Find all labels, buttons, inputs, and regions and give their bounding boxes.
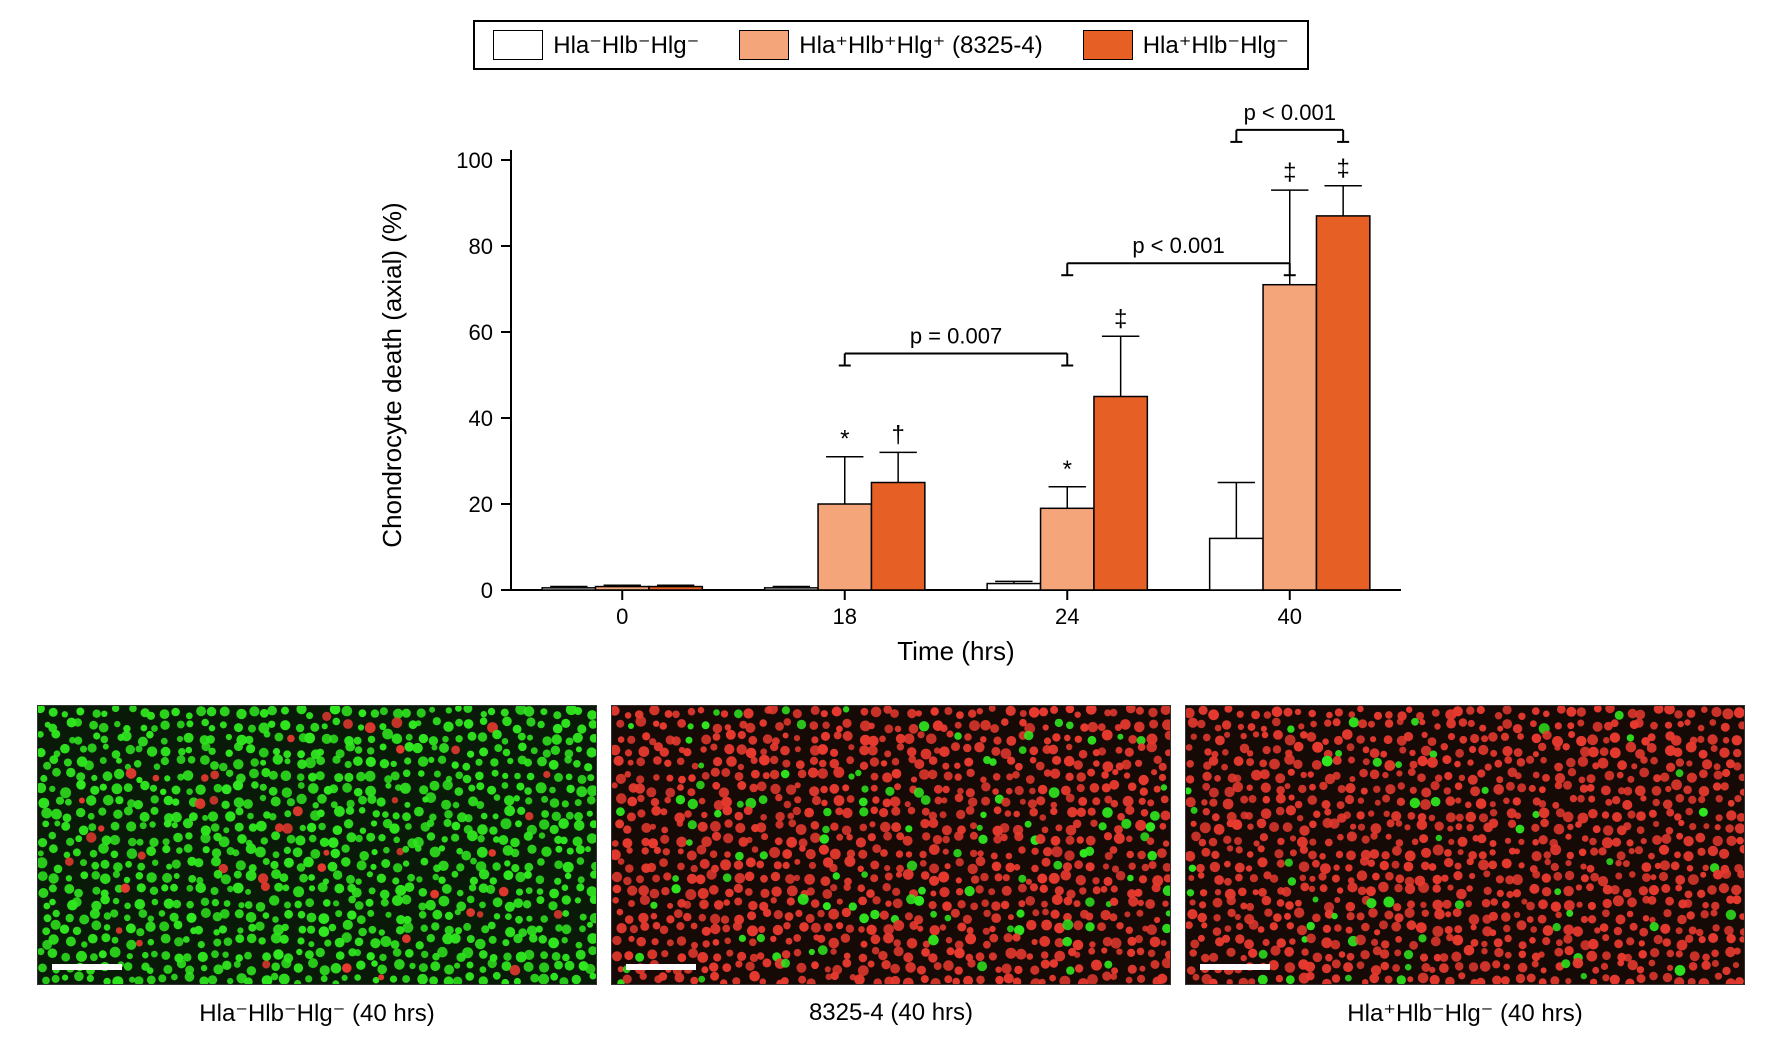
svg-text:18: 18	[833, 604, 857, 629]
svg-text:p < 0.001: p < 0.001	[1244, 100, 1336, 125]
legend-label-2: Hla⁺Hlb⁻Hlg⁻	[1143, 31, 1289, 60]
chart-area: 0 20 40 60 80 100 Chondrocyte death (axial) (%…	[20, 90, 1762, 675]
legend-label-0: Hla⁻Hlb⁻Hlg⁻	[553, 31, 699, 60]
svg-text:‡: ‡	[1336, 155, 1349, 182]
micrograph-2	[1185, 705, 1745, 985]
legend-row: Hla⁻Hlb⁻Hlg⁻ Hla⁺Hlb⁺Hlg⁺ (8325-4) Hla⁺H…	[20, 20, 1762, 70]
cells-svg-1	[612, 706, 1171, 985]
scalebar-1	[626, 964, 696, 970]
svg-text:*: *	[840, 426, 849, 453]
svg-text:40: 40	[1278, 604, 1302, 629]
legend-box: Hla⁻Hlb⁻Hlg⁻ Hla⁺Hlb⁺Hlg⁺ (8325-4) Hla⁺H…	[473, 20, 1309, 70]
svg-text:100: 100	[456, 148, 493, 173]
micrograph-row	[20, 705, 1762, 985]
legend-item-2: Hla⁺Hlb⁻Hlg⁻	[1083, 30, 1289, 60]
legend-label-1: Hla⁺Hlb⁺Hlg⁺ (8325-4)	[799, 31, 1042, 60]
svg-text:‡: ‡	[1283, 159, 1296, 186]
svg-text:*: *	[1063, 456, 1072, 483]
svg-text:80: 80	[469, 234, 493, 259]
svg-text:0: 0	[616, 604, 628, 629]
svg-text:†: †	[891, 421, 904, 448]
cells-svg-2	[1186, 706, 1745, 985]
svg-text:Chondrocyte death (axial) (%): Chondrocyte death (axial) (%)	[377, 202, 407, 547]
svg-text:60: 60	[469, 320, 493, 345]
bar-chart: 0 20 40 60 80 100 Chondrocyte death (axial) (%…	[341, 90, 1441, 670]
micrograph-0	[37, 705, 597, 985]
caption-2: Hla⁺Hlb⁻Hlg⁻ (40 hrs)	[1185, 999, 1745, 1028]
micrograph-1	[611, 705, 1171, 985]
legend-swatch-1	[739, 30, 789, 60]
svg-text:Time (hrs): Time (hrs)	[897, 636, 1014, 666]
caption-1: 8325-4 (40 hrs)	[611, 999, 1171, 1028]
svg-text:‡: ‡	[1114, 305, 1127, 332]
legend-swatch-2	[1083, 30, 1133, 60]
chart-wrap: 0 20 40 60 80 100 Chondrocyte death (axial) (%…	[341, 90, 1441, 675]
legend-item-0: Hla⁻Hlb⁻Hlg⁻	[493, 30, 699, 60]
scalebar-2	[1200, 964, 1270, 970]
svg-text:p = 0.007: p = 0.007	[910, 324, 1002, 349]
legend-item-1: Hla⁺Hlb⁺Hlg⁺ (8325-4)	[739, 30, 1042, 60]
caption-0: Hla⁻Hlb⁻Hlg⁻ (40 hrs)	[37, 999, 597, 1028]
svg-text:24: 24	[1055, 604, 1079, 629]
svg-text:0: 0	[481, 578, 493, 603]
svg-text:20: 20	[469, 492, 493, 517]
cells-svg-0	[38, 706, 597, 985]
legend-swatch-0	[493, 30, 543, 60]
figure-container: Hla⁻Hlb⁻Hlg⁻ Hla⁺Hlb⁺Hlg⁺ (8325-4) Hla⁺H…	[20, 20, 1762, 1028]
svg-text:40: 40	[469, 406, 493, 431]
svg-text:p < 0.001: p < 0.001	[1132, 233, 1224, 258]
captions-row: Hla⁻Hlb⁻Hlg⁻ (40 hrs) 8325-4 (40 hrs) Hl…	[20, 999, 1762, 1028]
scalebar-0	[52, 964, 122, 970]
